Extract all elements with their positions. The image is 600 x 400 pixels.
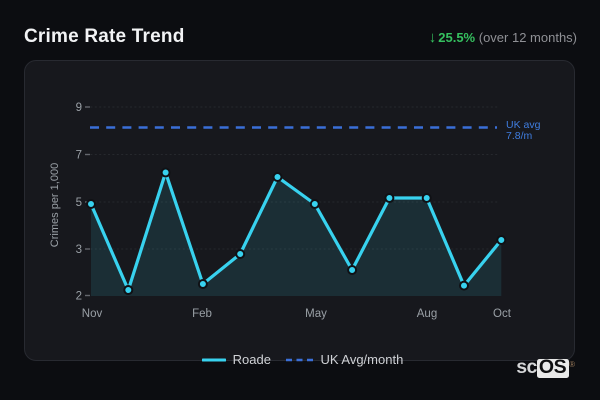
svg-text:7.8/m: 7.8/m — [506, 130, 533, 142]
svg-text:7: 7 — [76, 150, 82, 162]
svg-text:Aug: Aug — [417, 308, 437, 320]
svg-text:5: 5 — [76, 197, 82, 209]
svg-text:3: 3 — [76, 244, 82, 256]
svg-text:May: May — [305, 308, 327, 320]
svg-text:Crimes per 1,000: Crimes per 1,000 — [49, 163, 61, 247]
svg-text:Nov: Nov — [82, 308, 103, 320]
svg-text:Feb: Feb — [192, 308, 212, 320]
svg-text:Oct: Oct — [493, 308, 512, 320]
svg-text:2: 2 — [76, 291, 82, 303]
svg-text:UK avg: UK avg — [506, 119, 541, 131]
svg-text:9: 9 — [76, 102, 82, 114]
